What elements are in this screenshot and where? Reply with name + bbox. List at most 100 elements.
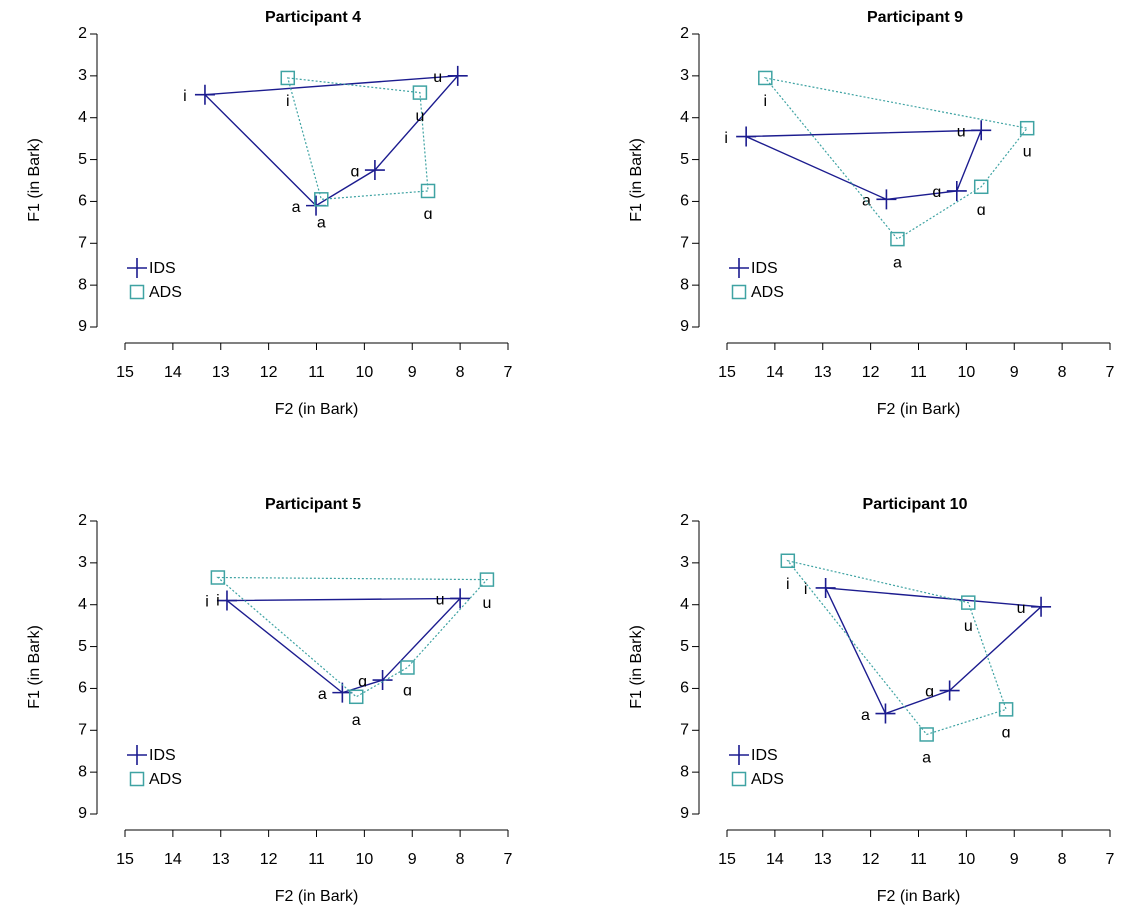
y-tick-label: 7 — [78, 722, 87, 739]
chart-title: Participant 9 — [867, 9, 963, 26]
point-label: ɑ — [424, 206, 433, 223]
point — [890, 231, 905, 247]
y-tick-label: 4 — [680, 596, 689, 613]
point — [939, 680, 960, 701]
x-tick-label: 11 — [308, 364, 325, 381]
x-tick-label: 13 — [212, 364, 230, 381]
y-tick-label: 3 — [680, 67, 689, 84]
point-label: u — [1023, 143, 1032, 160]
legend-label: IDS — [149, 747, 176, 764]
legend-marker — [129, 771, 145, 787]
point — [412, 85, 428, 100]
y-tick-label: 8 — [78, 763, 87, 780]
x-tick-label: 8 — [456, 851, 465, 868]
y-tick-label: 2 — [78, 512, 87, 529]
x-axis-label: F2 (in Bark) — [275, 888, 359, 905]
legend-label: ADS — [751, 771, 784, 788]
point-label: i — [183, 88, 187, 105]
point — [210, 570, 226, 585]
point — [364, 160, 385, 181]
vowel-polygon — [203, 75, 460, 207]
y-tick-label: 9 — [680, 318, 689, 335]
x-tick-label: 15 — [116, 851, 134, 868]
x-tick-label: 14 — [766, 364, 784, 381]
y-tick-label: 2 — [680, 512, 689, 529]
point — [946, 180, 967, 201]
chart-title: Participant 10 — [863, 496, 968, 513]
point — [1031, 596, 1052, 617]
x-tick-label: 8 — [1058, 364, 1067, 381]
point — [479, 572, 495, 587]
legend-label: ADS — [751, 284, 784, 301]
y-tick-label: 4 — [78, 596, 87, 613]
legend-marker — [729, 745, 749, 765]
point-label: a — [352, 712, 361, 729]
point-label: u — [1017, 600, 1026, 617]
x-axis-label: F2 (in Bark) — [275, 401, 359, 418]
y-tick-label: 6 — [78, 193, 87, 210]
point — [736, 126, 757, 147]
y-tick-label: 7 — [680, 722, 689, 739]
point-label: i — [804, 581, 808, 598]
x-tick-label: 7 — [1106, 851, 1115, 868]
point-label: u — [433, 69, 442, 86]
point-label: a — [893, 254, 902, 271]
x-tick-label: 9 — [408, 364, 417, 381]
y-tick-label: 5 — [680, 638, 689, 655]
y-tick-label: 8 — [78, 276, 87, 293]
point-label: a — [292, 199, 301, 216]
legend-marker — [731, 284, 747, 300]
vowel-polygon — [224, 597, 462, 694]
point-label: a — [317, 215, 326, 232]
legend-marker — [731, 771, 747, 787]
point-label: u — [436, 592, 445, 609]
y-tick-label: 2 — [78, 25, 87, 42]
x-tick-label: 10 — [957, 364, 975, 381]
y-tick-label: 8 — [680, 276, 689, 293]
panel: Participant 9 F1 (in Bark) F2 (in Bark) 2 3 4… — [628, 9, 1114, 418]
point-label: i — [205, 594, 209, 611]
point-label: u — [482, 595, 491, 612]
y-axis-label: F1 (in Bark) — [628, 625, 645, 709]
y-tick-label: 5 — [78, 638, 87, 655]
y-tick-label: 2 — [680, 25, 689, 42]
x-tick-label: 14 — [766, 851, 784, 868]
x-tick-label: 14 — [164, 364, 182, 381]
panel: Participant 4 F1 (in Bark) F2 (in Bark) 2 3 4… — [26, 9, 512, 418]
x-tick-label: 7 — [504, 851, 513, 868]
point-label: ɑ — [1002, 725, 1011, 742]
x-tick-label: 12 — [862, 851, 880, 868]
point-label: i — [724, 130, 728, 147]
point-label: i — [216, 593, 220, 610]
point-label: ɑ — [358, 673, 367, 690]
point — [420, 183, 436, 199]
x-tick-label: 11 — [308, 851, 325, 868]
x-tick-label: 15 — [718, 851, 736, 868]
panel: Participant 5 F1 (in Bark) F2 (in Bark) 2 3 4… — [26, 496, 512, 905]
x-tick-label: 13 — [814, 851, 832, 868]
x-tick-label: 9 — [1010, 851, 1019, 868]
point — [1019, 120, 1035, 136]
panel: Participant 10 F1 (in Bark) F2 (in Bark) 2 3… — [628, 496, 1114, 905]
point — [998, 702, 1014, 717]
y-tick-label: 9 — [78, 805, 87, 822]
chart-title: Participant 5 — [265, 496, 361, 513]
legend-marker — [729, 258, 749, 278]
point-label: ɑ — [350, 163, 359, 180]
point — [815, 577, 836, 598]
x-tick-label: 11 — [910, 364, 927, 381]
y-tick-label: 9 — [78, 318, 87, 335]
y-tick-label: 3 — [78, 67, 87, 84]
point-label: i — [786, 576, 790, 593]
x-tick-label: 13 — [814, 364, 832, 381]
x-tick-label: 9 — [1010, 364, 1019, 381]
point — [216, 590, 237, 611]
x-tick-label: 10 — [355, 364, 373, 381]
x-tick-label: 7 — [1106, 364, 1115, 381]
legend-label: ADS — [149, 284, 182, 301]
point — [348, 689, 364, 705]
legend-marker — [127, 258, 147, 278]
y-tick-label: 9 — [680, 805, 689, 822]
x-tick-label: 12 — [260, 851, 278, 868]
y-tick-label: 7 — [680, 235, 689, 252]
